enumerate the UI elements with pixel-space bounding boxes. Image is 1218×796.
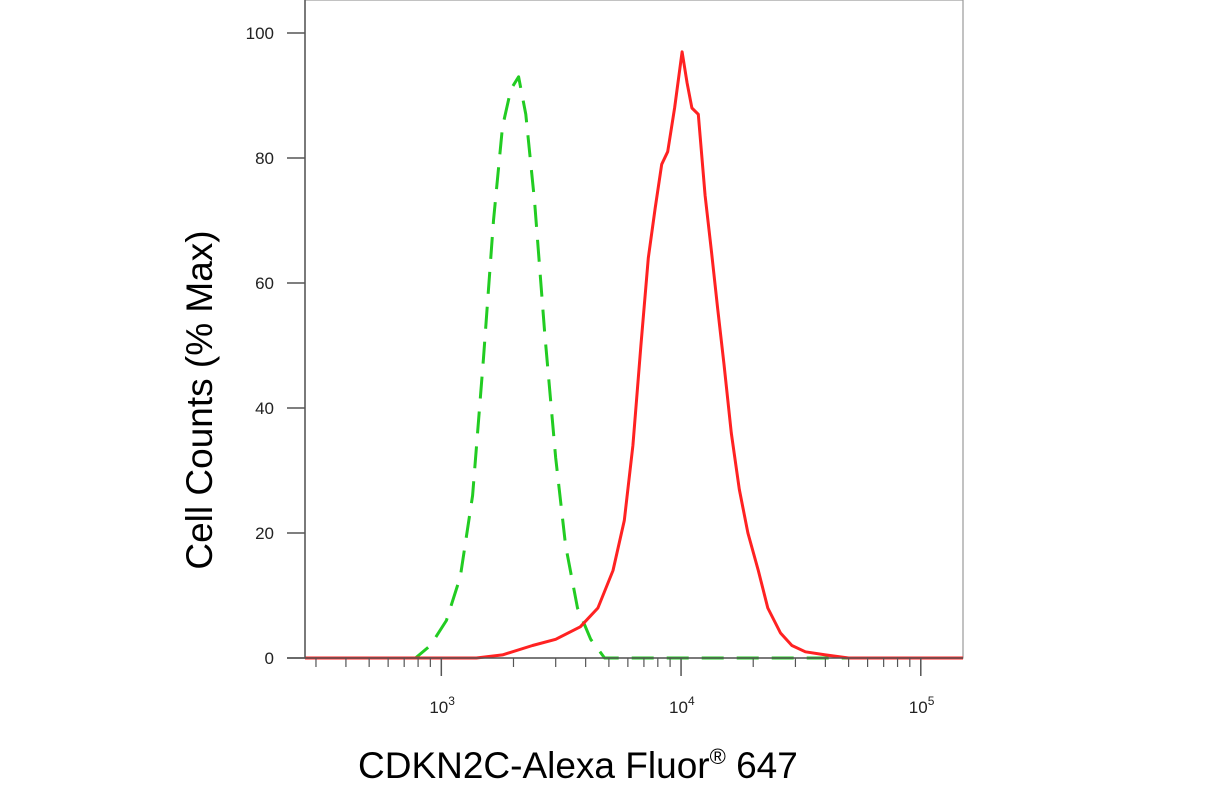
- series-solid-curve: [305, 50, 963, 660]
- x-axis-title: CDKN2C-Alexa Fluor® 647: [358, 744, 798, 786]
- x-axis-title-main: CDKN2C-Alexa Fluor: [358, 745, 710, 786]
- x-axis-ticks: 103 104 105: [315, 658, 935, 717]
- series-dashed-curve: [305, 75, 963, 660]
- y-axis-ticks: 0 20 40 60 80 100: [246, 24, 305, 668]
- x-axis-title-suffix: 647: [726, 745, 798, 786]
- x-tick-label-100000: 105: [909, 694, 935, 717]
- x-tick-label-10000: 104: [669, 694, 695, 717]
- x-axis-title-sup: ®: [710, 744, 726, 769]
- plot-frame: [304, 0, 964, 659]
- y-tick-label-60: 60: [255, 274, 274, 293]
- y-tick-label-100: 100: [246, 24, 274, 43]
- y-tick-label-0: 0: [265, 649, 274, 668]
- curves-layer: [305, 50, 963, 660]
- y-axis-title: Cell Counts (% Max): [179, 230, 220, 569]
- y-tick-label-80: 80: [255, 149, 274, 168]
- x-tick-label-1000: 103: [429, 694, 455, 717]
- y-tick-label-40: 40: [255, 399, 274, 418]
- y-tick-label-20: 20: [255, 524, 274, 543]
